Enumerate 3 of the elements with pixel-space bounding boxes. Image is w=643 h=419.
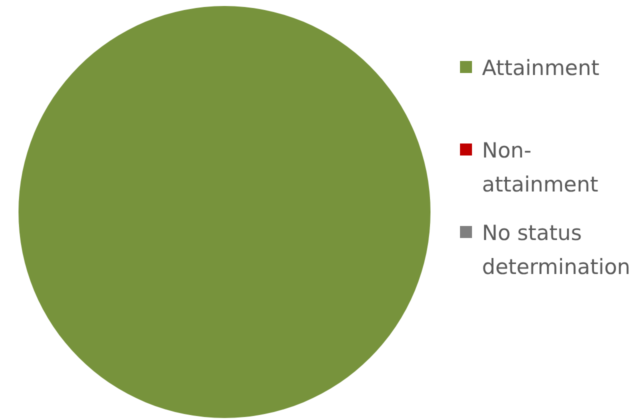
legend-label: No status determination [482,221,630,279]
legend-label: Attainment [482,56,600,80]
legend-label: Non-attainment [482,138,598,196]
